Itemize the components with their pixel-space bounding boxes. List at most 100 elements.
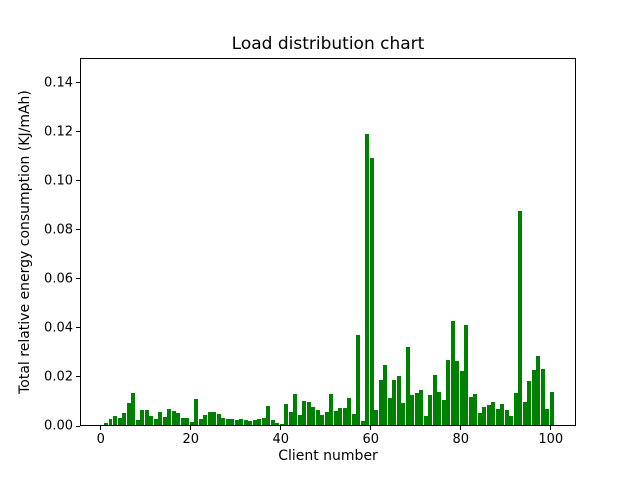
bar: [351, 414, 356, 425]
bar: [216, 413, 221, 425]
x-tick-label: 60: [362, 432, 380, 447]
bar: [342, 407, 347, 425]
bar: [270, 419, 275, 425]
bar: [392, 379, 397, 425]
bar: [509, 415, 514, 425]
y-tick: [76, 131, 80, 133]
bar: [212, 411, 217, 425]
bar: [378, 379, 383, 425]
bar: [140, 409, 144, 425]
y-tick: [76, 278, 80, 280]
bar: [531, 369, 536, 425]
y-tick: [76, 376, 80, 378]
bar: [369, 157, 374, 425]
y-tick: [76, 425, 80, 427]
y-tick-label: 0.10: [44, 173, 73, 189]
bar: [432, 374, 437, 425]
bar: [108, 418, 113, 425]
bar: [122, 412, 126, 425]
y-tick-label: 0.14: [44, 75, 73, 91]
bar: [482, 406, 487, 425]
plot-area: [80, 58, 576, 426]
bar: [446, 360, 451, 425]
bar: [324, 412, 329, 425]
x-tick: [460, 426, 462, 430]
bar: [207, 412, 212, 425]
bar: [311, 406, 316, 425]
bar: [356, 334, 361, 425]
bar: [549, 391, 554, 425]
bar: [239, 418, 244, 425]
bar: [477, 412, 482, 425]
bar: [495, 409, 500, 425]
bar: [441, 400, 446, 425]
y-tick-label: 0.12: [44, 124, 73, 140]
x-tick: [370, 426, 372, 430]
bar: [387, 398, 392, 425]
bar: [491, 401, 496, 425]
bar: [135, 420, 140, 425]
bar: [437, 391, 442, 425]
y-tick-label: 0.08: [44, 222, 73, 238]
bar: [221, 417, 226, 425]
bar: [266, 405, 271, 425]
bar: [162, 416, 167, 425]
bar: [450, 320, 455, 425]
bar: [320, 414, 325, 425]
bar: [131, 392, 135, 425]
y-axis-label: Total relative energy consumption (KJ/mA…: [17, 90, 33, 394]
bar: [104, 423, 108, 425]
bar: [257, 418, 262, 425]
bar: [126, 402, 131, 425]
bar: [396, 376, 401, 425]
x-tick-label: 0: [96, 432, 105, 447]
y-tick-label: 0.02: [44, 369, 73, 385]
bar: [288, 412, 293, 425]
x-tick: [550, 426, 552, 430]
bar: [275, 422, 280, 425]
bar: [261, 418, 266, 425]
bar: [545, 409, 550, 425]
bar: [315, 410, 320, 425]
bar: [167, 409, 171, 425]
bar: [401, 403, 406, 425]
bar: [230, 418, 235, 425]
bar: [455, 361, 460, 425]
bar: [374, 410, 379, 425]
bar: [423, 415, 428, 425]
bar: [414, 393, 419, 425]
bar: [419, 389, 424, 425]
bar: [360, 421, 365, 425]
bar: [347, 398, 352, 425]
y-tick-label: 0.04: [44, 320, 73, 336]
bar: [248, 420, 253, 425]
bar: [365, 133, 370, 425]
y-tick: [76, 327, 80, 329]
bar: [329, 394, 334, 425]
bar: [225, 418, 230, 425]
bar: [527, 380, 532, 425]
bar: [284, 404, 289, 425]
bar: [171, 411, 176, 425]
bar: [252, 419, 257, 425]
bar: [113, 415, 117, 425]
bar: [486, 404, 491, 425]
bar: [468, 397, 473, 425]
bar: [410, 394, 415, 425]
chart-title: Load distribution chart: [231, 34, 425, 54]
bar: [293, 394, 298, 425]
y-tick: [76, 229, 80, 231]
x-axis-label: Client number: [278, 448, 378, 464]
bar: [513, 393, 518, 425]
bar: [243, 420, 248, 425]
bar: [500, 404, 505, 425]
x-tick: [190, 426, 192, 430]
y-tick-label: 0.06: [44, 271, 73, 287]
bar: [153, 418, 158, 425]
bar: [158, 412, 162, 425]
bar: [518, 210, 523, 425]
bar: [522, 401, 527, 425]
x-tick-label: 80: [452, 432, 470, 447]
bar: [405, 346, 410, 425]
